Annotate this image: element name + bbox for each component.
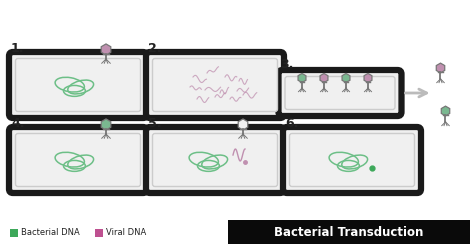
- FancyBboxPatch shape: [153, 59, 277, 112]
- Text: Bacterial DNA: Bacterial DNA: [21, 228, 80, 237]
- FancyBboxPatch shape: [16, 59, 140, 112]
- Polygon shape: [441, 106, 450, 116]
- Text: 6.: 6.: [285, 117, 298, 130]
- FancyBboxPatch shape: [146, 52, 284, 118]
- Polygon shape: [436, 63, 445, 73]
- FancyBboxPatch shape: [153, 133, 277, 186]
- FancyBboxPatch shape: [283, 127, 421, 193]
- Polygon shape: [364, 73, 372, 83]
- Bar: [228, 220, 470, 244]
- Text: 5.: 5.: [148, 117, 162, 130]
- Text: 2.: 2.: [148, 42, 162, 55]
- FancyBboxPatch shape: [16, 133, 140, 186]
- FancyBboxPatch shape: [9, 127, 147, 193]
- Polygon shape: [238, 119, 248, 130]
- FancyBboxPatch shape: [290, 133, 414, 186]
- FancyBboxPatch shape: [285, 76, 395, 110]
- Polygon shape: [342, 73, 350, 83]
- FancyBboxPatch shape: [279, 70, 401, 116]
- Text: 3.: 3.: [281, 58, 294, 71]
- Text: 4.: 4.: [11, 117, 25, 130]
- Polygon shape: [298, 73, 306, 83]
- Text: Viral DNA: Viral DNA: [106, 228, 146, 237]
- Polygon shape: [101, 44, 111, 55]
- Polygon shape: [320, 73, 328, 83]
- Bar: [95, 229, 103, 237]
- Text: Bacterial Transduction: Bacterial Transduction: [274, 225, 424, 239]
- Polygon shape: [101, 119, 111, 130]
- FancyBboxPatch shape: [146, 127, 284, 193]
- Text: 1.: 1.: [11, 42, 25, 55]
- FancyBboxPatch shape: [9, 52, 147, 118]
- Bar: [10, 229, 18, 237]
